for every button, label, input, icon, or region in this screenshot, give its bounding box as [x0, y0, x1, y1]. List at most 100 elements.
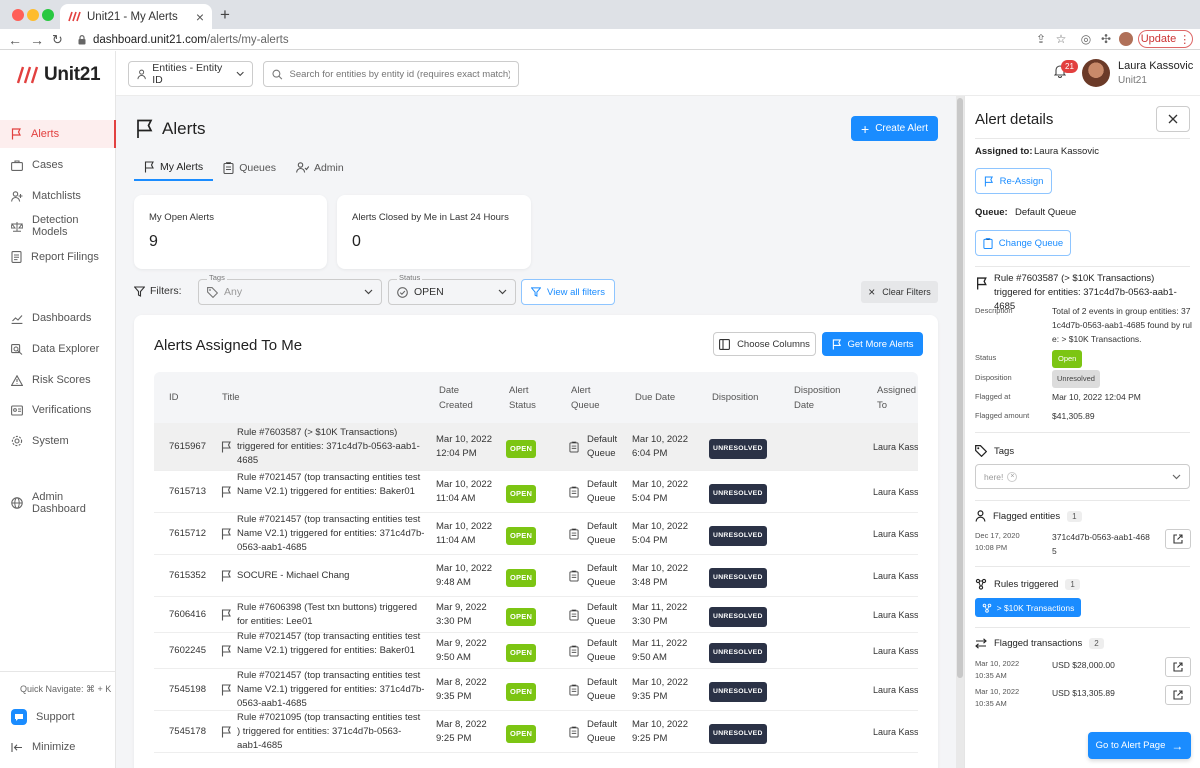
sidebar-item-verifications[interactable]: Verifications: [0, 396, 116, 424]
go-to-alert-page-button[interactable]: Go to Alert Page →: [1088, 732, 1191, 759]
rule-chip[interactable]: > $10K Transactions: [975, 598, 1081, 617]
alert-title-link[interactable]: SOCURE - Michael Chang: [237, 570, 350, 581]
column-header-assigned-to[interactable]: Assigned To: [877, 384, 917, 411]
column-header-alert-status[interactable]: Alert Status: [509, 384, 536, 411]
window-zoom-dot[interactable]: [42, 9, 54, 21]
table-row[interactable]: 7615712 Rule #7021457 (top transacting en…: [154, 513, 918, 555]
table-row[interactable]: 7615967 Rule #7603587 (> $10K Transaction…: [154, 423, 918, 471]
sidebar-item-cases[interactable]: Cases: [0, 151, 116, 179]
clear-filters-button[interactable]: × Clear Filters: [861, 281, 938, 303]
tag-remove-icon[interactable]: ×: [1007, 471, 1018, 482]
forward-icon[interactable]: →: [30, 32, 44, 48]
alert-status: OPEN: [506, 644, 537, 662]
rule-network-icon: [982, 603, 991, 613]
page-title: Alerts: [136, 119, 205, 139]
rules-triggered-label: Rules triggered: [994, 578, 1059, 590]
table-row[interactable]: 7602245 Rule #7021457 (top transacting en…: [154, 631, 918, 669]
tab-admin[interactable]: Admin: [286, 154, 354, 181]
column-header-due-date[interactable]: Due Date: [635, 392, 676, 403]
sidebar-item-system[interactable]: System: [0, 427, 116, 455]
tag-chip: here!: [984, 471, 1004, 482]
entity-id-link[interactable]: 371c4d7b-0563-aab1-4685: [1052, 532, 1150, 556]
due-date: Mar 10, 2022 3:48 PM: [632, 562, 688, 590]
share-icon[interactable]: ⇪: [1035, 32, 1047, 46]
puzzle-icon[interactable]: ✣: [1100, 32, 1112, 46]
column-header-disposition-date[interactable]: Disposition Date: [794, 384, 841, 411]
table-row[interactable]: 7606416 Rule #7606398 (Test txn buttons) …: [154, 597, 918, 633]
open-transaction-button[interactable]: [1165, 657, 1191, 677]
change-queue-button[interactable]: Change Queue: [975, 230, 1071, 256]
window-close-dot[interactable]: [12, 9, 24, 21]
status-filter-select[interactable]: Status OPEN: [388, 273, 516, 305]
entity-search-box[interactable]: [263, 61, 519, 87]
clipboard-icon: [983, 237, 993, 249]
window-minimize-dot[interactable]: [27, 9, 39, 21]
new-tab-icon[interactable]: +: [220, 5, 230, 24]
table-row[interactable]: 7545198 Rule #7021457 (top transacting en…: [154, 669, 918, 711]
browser-tab[interactable]: Unit21 - My Alerts ×: [60, 4, 212, 29]
disposition: UNRESOLVED: [709, 643, 767, 663]
card-label: My Open Alerts: [149, 212, 214, 223]
minimize-sidebar-button[interactable]: Minimize: [0, 733, 116, 761]
sidebar-item-alerts[interactable]: Alerts: [0, 120, 116, 148]
view-all-filters-button[interactable]: View all filters: [521, 279, 615, 305]
user-avatar[interactable]: [1082, 59, 1110, 87]
card-value: 0: [352, 233, 361, 250]
assigned-to: Laura Kassovic: [873, 727, 918, 737]
table-row[interactable]: 7615352 SOCURE - Michael Chang Mar 10, 202…: [154, 555, 918, 597]
create-alert-button[interactable]: + Create Alert: [851, 116, 938, 141]
choose-columns-button[interactable]: Choose Columns: [713, 332, 816, 356]
sidebar-item-report-filings[interactable]: Report Filings: [0, 243, 116, 271]
url-field[interactable]: dashboard.unit21.com/alerts/my-alerts: [70, 30, 1030, 49]
table-row[interactable]: 7615713 Rule #7021457 (top transacting en…: [154, 471, 918, 513]
entity-type-select[interactable]: Entities - Entity ID: [128, 61, 253, 87]
reload-icon[interactable]: ↻: [52, 32, 63, 47]
entity-search-input[interactable]: [289, 68, 510, 80]
column-header-title[interactable]: Title: [222, 392, 240, 403]
alert-title-link[interactable]: Rule #7021457 (top transacting entities …: [237, 631, 421, 656]
alert-title-link[interactable]: Rule #7021457 (top transacting entities …: [237, 472, 421, 497]
sidebar-item-detection-models[interactable]: Detection Models: [0, 212, 116, 240]
column-header-date-created[interactable]: Date Created: [439, 384, 473, 411]
sidebar-item-risk-scores[interactable]: Risk Scores: [0, 366, 116, 394]
alert-title-link[interactable]: Rule #7021457 (top transacting entities …: [237, 670, 425, 709]
sidebar-item-data-explorer[interactable]: Data Explorer: [0, 335, 116, 363]
tab-my-alerts[interactable]: My Alerts: [134, 154, 214, 181]
status-badge: OPEN: [506, 527, 537, 545]
column-header-disposition[interactable]: Disposition: [712, 392, 759, 403]
sidebar-item-admin-dashboard[interactable]: Admin Dashboard: [0, 489, 116, 517]
extension-icon[interactable]: ◎: [1080, 32, 1092, 46]
alert-queue: Default Queue: [587, 638, 618, 663]
disposition-badge: UNRESOLVED: [709, 724, 767, 744]
tab-queues[interactable]: Queues: [213, 154, 286, 181]
unit21-logo[interactable]: Unit21: [16, 64, 101, 86]
sidebar-item-dashboards[interactable]: Dashboards: [0, 304, 116, 332]
date-created-time: 9:35 PM: [436, 691, 472, 702]
tags-select[interactable]: here! ×: [975, 464, 1190, 489]
close-details-button[interactable]: [1156, 106, 1190, 132]
reassign-button[interactable]: Re-Assign: [975, 168, 1052, 194]
column-header-alert-queue[interactable]: Alert Queue: [571, 384, 600, 411]
alert-title-link[interactable]: Rule #7603587 (> $10K Transactions) trig…: [237, 427, 420, 466]
open-transaction-button[interactable]: [1165, 685, 1191, 705]
alert-title-link[interactable]: Rule #7021457 (top transacting entities …: [237, 514, 425, 553]
tags-filter-select[interactable]: Tags Any: [198, 273, 382, 305]
browser-update-button[interactable]: Update ⋮: [1138, 30, 1193, 48]
open-entity-button[interactable]: [1165, 529, 1191, 549]
close-icon: ×: [868, 285, 876, 299]
column-header-id[interactable]: ID: [169, 392, 179, 403]
alert-title-link[interactable]: Rule #7606398 (Test txn buttons) trigger…: [237, 602, 418, 627]
tab-close-icon[interactable]: ×: [195, 8, 204, 25]
table-row[interactable]: 7545178 Rule #7021095 (top transacting en…: [154, 711, 918, 753]
sidebar-item-matchlists[interactable]: Matchlists: [0, 182, 116, 210]
main-scrollbar[interactable]: [956, 96, 964, 768]
get-more-alerts-button[interactable]: Get More Alerts: [822, 332, 923, 356]
profile-avatar-icon[interactable]: [1119, 32, 1133, 46]
support-button[interactable]: Support: [0, 703, 116, 731]
alert-title-link[interactable]: Rule #7021095 (top transacting entities …: [237, 712, 421, 751]
card-value: 9: [149, 233, 158, 250]
scrollbar-thumb[interactable]: [957, 98, 963, 678]
user-icon: [975, 510, 986, 522]
back-icon[interactable]: ←: [8, 32, 22, 48]
bookmark-star-icon[interactable]: ☆: [1055, 32, 1067, 46]
